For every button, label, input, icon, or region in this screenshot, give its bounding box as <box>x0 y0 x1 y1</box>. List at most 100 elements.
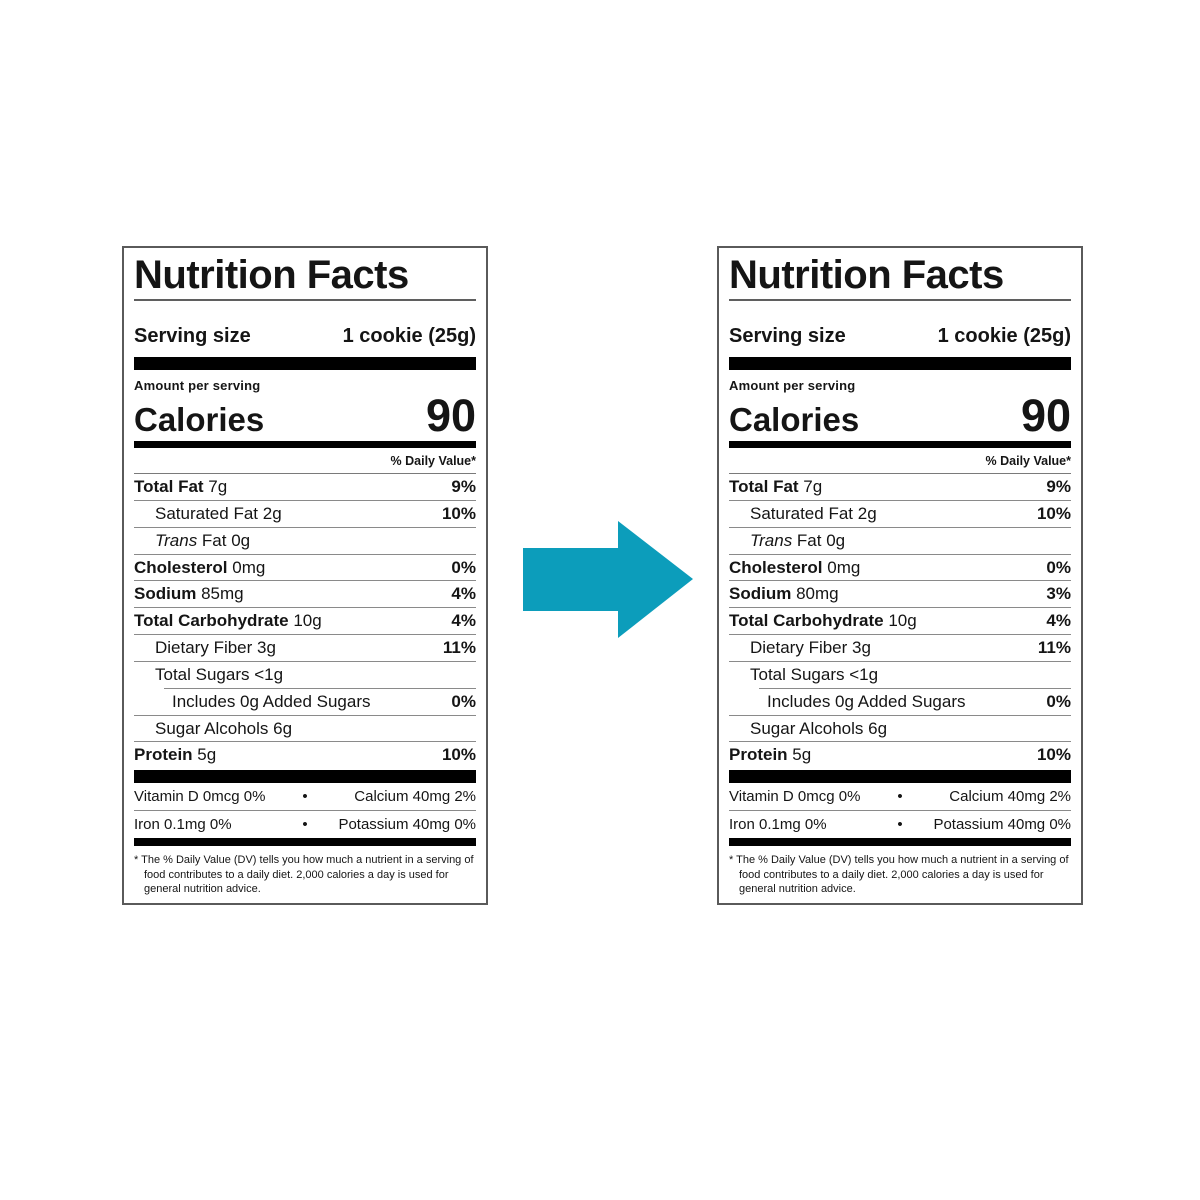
separator-bar-thick <box>729 770 1071 784</box>
nutrient-name: Total Carbohydrate <box>134 611 289 631</box>
calories-label: Calories <box>729 401 860 438</box>
separator-bar-thick <box>729 357 1071 370</box>
daily-value-percent: 11% <box>1037 638 1071 658</box>
daily-value-percent: 11% <box>442 638 476 658</box>
nutrient-name-amount: Dietary Fiber 3g <box>155 638 276 658</box>
nutrient-name: Trans <box>155 530 198 550</box>
nutrient-name-amount: Total Carbohydrate 10g <box>134 611 322 631</box>
nutrient-name-amount: Total Fat 7g <box>729 477 823 496</box>
nutrient-name-amount: Cholesterol 0mg <box>134 557 266 577</box>
separator-bar-thick <box>134 770 476 784</box>
nutrient-name-amount: Total Sugars <1g <box>750 664 879 684</box>
daily-value-percent: 0% <box>1046 557 1071 577</box>
nutrient-name-amount: Saturated Fat 2g <box>155 503 282 523</box>
nutrient-row: Trans Fat 0g <box>729 528 1071 555</box>
nutrient-name: Sugar Alcohols <box>750 718 864 738</box>
nutrient-row: Protein 5g 10% <box>134 742 476 769</box>
bullet-separator: • <box>897 816 903 834</box>
nutrient-name: Total Sugars <box>155 664 250 684</box>
footnote: * The % Daily Value (DV) tells you how m… <box>729 854 1069 895</box>
nutrient-row: Total Sugars <1g <box>134 662 476 689</box>
nutrient-row: Dietary Fiber 3g 11% <box>134 635 476 662</box>
daily-value-percent: 0% <box>1046 691 1071 711</box>
nutrient-name: Protein <box>134 745 193 765</box>
micronutrient-right: Potassium 40mg 0% <box>338 816 477 834</box>
nutrient-name-amount: Protein 5g <box>134 745 217 765</box>
nutrient-name: Total Carbohydrate <box>729 611 884 631</box>
serving-size-label: Serving size <box>134 325 251 347</box>
serving-size-row: Serving size 1 cookie (25g) <box>729 325 1071 348</box>
bullet-separator: • <box>897 788 903 806</box>
daily-value-percent: 10% <box>441 745 476 765</box>
nutrient-name-amount: Includes 0g Added Sugars <box>767 691 966 711</box>
nutrient-name-amount: Trans Fat 0g <box>750 530 846 550</box>
calories-value: 90 <box>1020 390 1071 441</box>
amount-per-serving-label: Amount per serving <box>729 378 856 393</box>
bullet-separator: • <box>302 816 308 834</box>
bullet-separator: • <box>302 788 308 806</box>
right-arrow-icon <box>523 521 693 638</box>
separator-bar-bottom <box>729 838 1071 847</box>
daily-value-percent: 10% <box>1036 745 1071 765</box>
daily-value-percent: 3% <box>1046 584 1071 604</box>
serving-size-label: Serving size <box>729 325 846 347</box>
nutrient-name: Total Sugars <box>750 664 845 684</box>
micronutrient-left: Vitamin D 0mcg 0% <box>134 788 266 806</box>
daily-value-header: % Daily Value* <box>729 448 1071 474</box>
nutrient-row: Total Carbohydrate 10g 4% <box>729 608 1071 635</box>
nutrient-rows-section: Total Fat 7g 9% Saturated Fat 2g 10% Trans F… <box>729 474 1071 769</box>
nutrient-name-amount: Dietary Fiber 3g <box>750 638 871 658</box>
nutrient-name: Sodium <box>134 584 197 604</box>
micronutrient-right: Calcium 40mg 2% <box>354 788 477 806</box>
nutrient-row: Sodium 80mg 3% <box>729 581 1071 609</box>
amount-per-serving-label: Amount per serving <box>134 378 261 393</box>
micronutrient-row: Iron 0.1mg 0% • Potassium 40mg 0% <box>729 811 1071 838</box>
daily-value-header: % Daily Value* <box>134 448 476 474</box>
nutrient-name: Sugar Alcohols <box>155 718 269 738</box>
nutrient-name-amount: Total Sugars <1g <box>155 664 284 684</box>
nutrient-name: Cholesterol <box>134 557 228 577</box>
nutrient-name-amount: Total Fat 7g <box>134 477 228 496</box>
micronutrient-left: Iron 0.1mg 0% <box>729 816 827 834</box>
nutrient-row: Cholesterol 0mg 0% <box>729 555 1071 582</box>
daily-value-percent: 0% <box>451 691 476 711</box>
separator-bar-thick <box>134 357 476 370</box>
nutrient-row: Sugar Alcohols 6g <box>729 716 1071 743</box>
nutrition-label-left: Nutrition Facts Serving size 1 cookie (2… <box>122 246 488 905</box>
nutrient-row: Sodium 85mg 4% <box>134 581 476 609</box>
nutrition-label-right: Nutrition Facts Serving size 1 cookie (2… <box>717 246 1083 905</box>
nutrient-row: Dietary Fiber 3g 11% <box>729 635 1071 662</box>
nutrient-name: Protein <box>729 745 788 765</box>
nutrient-name: Includes 0g Added Sugars <box>767 691 966 711</box>
micronutrient-left: Iron 0.1mg 0% <box>134 816 232 834</box>
daily-value-percent: 0% <box>451 557 476 577</box>
nutrient-name-amount: Sugar Alcohols 6g <box>750 718 888 738</box>
micronutrient-right: Calcium 40mg 2% <box>949 788 1072 806</box>
calories-row: Calories 90 <box>134 393 476 438</box>
daily-value-percent: 9% <box>1046 477 1071 496</box>
nutrient-name-amount: Sodium 80mg <box>729 584 839 604</box>
separator-bar-bottom <box>134 838 476 847</box>
nutrient-name: Dietary Fiber <box>155 638 253 658</box>
nutrient-name-amount: Sodium 85mg <box>134 584 244 604</box>
nutrient-name: Cholesterol <box>729 557 823 577</box>
nutrient-row: Saturated Fat 2g 10% <box>134 501 476 528</box>
daily-value-percent: 9% <box>451 477 476 496</box>
separator-bar-medium <box>729 441 1071 448</box>
serving-size-value: 1 cookie (25g) <box>342 325 476 347</box>
nutrition-facts-title: Nutrition Facts <box>134 255 476 301</box>
daily-value-percent: 4% <box>1046 611 1071 631</box>
calories-row: Calories 90 <box>729 393 1071 438</box>
nutrient-name: Sodium <box>729 584 792 604</box>
nutrient-name-amount: Includes 0g Added Sugars <box>172 691 371 711</box>
nutrient-name: Total Fat <box>134 477 204 496</box>
nutrient-row: Saturated Fat 2g 10% <box>729 501 1071 528</box>
nutrient-name-amount: Saturated Fat 2g <box>750 503 877 523</box>
micronutrient-right: Potassium 40mg 0% <box>933 816 1072 834</box>
nutrient-name-amount: Sugar Alcohols 6g <box>155 718 293 738</box>
nutrient-name: Includes 0g Added Sugars <box>172 691 371 711</box>
daily-value-percent: 4% <box>451 611 476 631</box>
nutrient-row: Total Carbohydrate 10g 4% <box>134 608 476 635</box>
daily-value-percent: 10% <box>1036 503 1071 523</box>
